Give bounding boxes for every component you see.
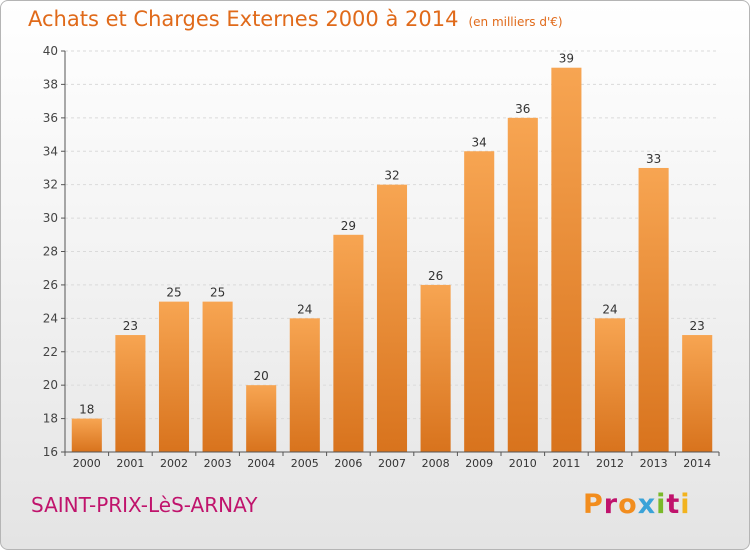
x-tick-label: 2006 <box>334 457 362 470</box>
bar <box>158 301 190 452</box>
bar-value-label: 25 <box>210 286 225 300</box>
x-tick-label: 2014 <box>683 457 711 470</box>
logo-letter: r <box>603 489 619 520</box>
bar <box>289 318 320 452</box>
y-tick-label: 28 <box>43 245 58 259</box>
x-tick-label: 2011 <box>552 457 580 470</box>
bar-value-label: 34 <box>472 135 487 149</box>
logo-letter: P <box>583 489 604 520</box>
proxiti-logo: Proxiti <box>583 489 691 520</box>
logo-letter: o <box>618 489 638 520</box>
bar <box>551 67 582 452</box>
y-tick-label: 20 <box>43 378 58 392</box>
logo-letter: i <box>656 489 667 520</box>
bar-value-label: 25 <box>166 286 181 300</box>
x-tick-label: 2000 <box>73 457 101 470</box>
y-tick-label: 22 <box>43 345 58 359</box>
bar <box>333 234 364 452</box>
x-tick-label: 2002 <box>160 457 188 470</box>
bar <box>246 385 277 452</box>
bar-value-label: 26 <box>428 269 443 283</box>
bar-value-label: 20 <box>254 369 269 383</box>
bar-value-label: 36 <box>515 102 530 116</box>
bars: 18 23 25 25 20 24 29 32 26 34 36 39 24 33 23 <box>71 52 713 453</box>
x-tick-label: 2007 <box>378 457 406 470</box>
bar <box>202 301 233 452</box>
x-tick-label: 2005 <box>291 457 319 470</box>
y-tick-label: 18 <box>43 412 58 426</box>
logo-letter: t <box>666 489 681 520</box>
chart-title: Achats et Charges Externes 2000 à 2014 (e… <box>28 7 563 31</box>
x-tick-label: 2004 <box>247 457 275 470</box>
bar <box>507 117 538 452</box>
chart-unit: (en milliers d'€) <box>468 15 563 29</box>
bar <box>638 167 669 453</box>
bar <box>376 184 408 452</box>
bar-value-label: 39 <box>559 52 574 66</box>
y-tick-label: 26 <box>43 278 58 292</box>
x-tick-label: 2009 <box>465 457 493 470</box>
commune-name: SAINT-PRIX-LèS-ARNAY <box>31 493 258 517</box>
x-tick-label: 2010 <box>509 457 537 470</box>
logo-letter: i <box>680 489 691 520</box>
axes: 16 18 20 22 24 26 28 30 32 34 36 38 40 2000 2001 2002 20… <box>43 44 720 470</box>
bar-value-label: 23 <box>690 319 705 333</box>
y-tick-label: 30 <box>43 211 58 225</box>
bar <box>420 284 451 452</box>
bar-value-label: 29 <box>341 219 356 233</box>
bar-value-label: 33 <box>646 152 661 166</box>
bar-value-label: 32 <box>384 169 399 183</box>
y-tick-label: 40 <box>43 44 58 58</box>
x-tick-label: 2003 <box>204 457 232 470</box>
chart-title-text: Achats et Charges Externes 2000 à 2014 <box>28 7 459 31</box>
y-tick-label: 36 <box>43 111 58 125</box>
y-tick-label: 32 <box>43 178 58 192</box>
x-tick-label: 2012 <box>596 457 624 470</box>
bar <box>682 335 713 452</box>
x-tick-label: 2001 <box>116 457 144 470</box>
y-tick-label: 34 <box>43 144 58 158</box>
y-tick-label: 38 <box>43 77 58 91</box>
bar <box>464 151 495 452</box>
y-tick-label: 16 <box>43 445 58 459</box>
y-tick-label: 24 <box>43 311 58 325</box>
logo-letter: x <box>637 489 657 520</box>
bar-value-label: 24 <box>602 302 617 316</box>
bar <box>594 318 626 452</box>
x-tick-label: 2008 <box>422 457 450 470</box>
bar <box>115 335 146 452</box>
bar-value-label: 18 <box>79 403 94 417</box>
bar-value-label: 24 <box>297 302 312 316</box>
bar <box>71 418 102 452</box>
bar-value-label: 23 <box>123 319 138 333</box>
x-tick-label: 2013 <box>640 457 668 470</box>
